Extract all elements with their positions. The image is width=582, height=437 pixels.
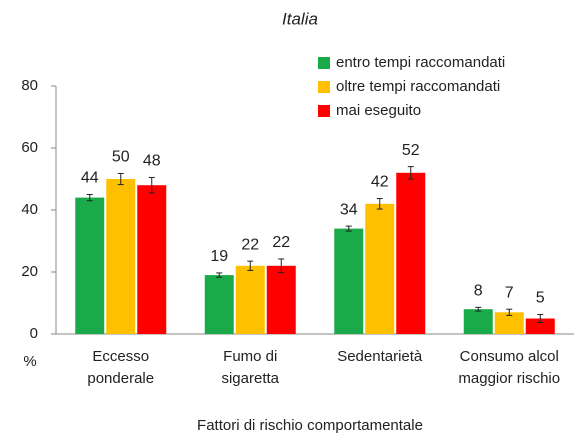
- y-tick-label: 0: [30, 325, 38, 342]
- data-label: 44: [81, 170, 99, 187]
- bar: [365, 203, 395, 334]
- x-tick-label: Sedentarietà: [337, 348, 423, 365]
- data-label: 5: [536, 290, 545, 307]
- data-label: 8: [474, 283, 483, 300]
- data-label: 7: [505, 284, 514, 301]
- bar: [525, 318, 555, 334]
- bar: [396, 172, 426, 334]
- bar: [266, 265, 296, 334]
- bar: [463, 309, 493, 334]
- legend-label: entro tempi raccomandati: [336, 54, 505, 71]
- bar: [106, 179, 136, 334]
- bar: [494, 312, 524, 334]
- legend-swatch: [318, 57, 330, 69]
- y-tick-label: 80: [21, 77, 38, 94]
- x-tick-label: maggior rischio: [458, 370, 560, 387]
- x-axis-label: Fattori di rischio comportamentale: [197, 417, 423, 434]
- y-tick-label: 60: [21, 139, 38, 156]
- legend-label: oltre tempi raccomandati: [336, 78, 500, 95]
- data-label: 22: [272, 234, 290, 251]
- x-tick-label: Fumo di: [223, 348, 277, 365]
- y-tick-label: 40: [21, 201, 38, 218]
- legend-swatch: [318, 81, 330, 93]
- legend-label: mai eseguito: [336, 102, 421, 119]
- legend-swatch: [318, 105, 330, 117]
- y-axis-label: %: [23, 353, 36, 370]
- x-tick-label: ponderale: [87, 370, 154, 387]
- bar: [334, 228, 364, 334]
- data-label: 52: [402, 142, 420, 159]
- data-label: 22: [241, 236, 259, 253]
- x-tick-label: Eccesso: [92, 348, 149, 365]
- bar: [204, 275, 234, 334]
- data-label: 48: [143, 153, 161, 170]
- y-tick-label: 20: [21, 263, 38, 280]
- data-label: 34: [340, 201, 358, 218]
- bar: [235, 265, 265, 334]
- bar: [75, 197, 105, 334]
- data-label: 50: [112, 149, 130, 166]
- chart-title: Italia: [282, 9, 318, 28]
- x-tick-label: Consumo alcol: [460, 348, 559, 365]
- bar: [137, 185, 167, 334]
- x-tick-label: sigaretta: [221, 370, 279, 387]
- data-label: 42: [371, 174, 389, 191]
- data-label: 19: [210, 248, 228, 265]
